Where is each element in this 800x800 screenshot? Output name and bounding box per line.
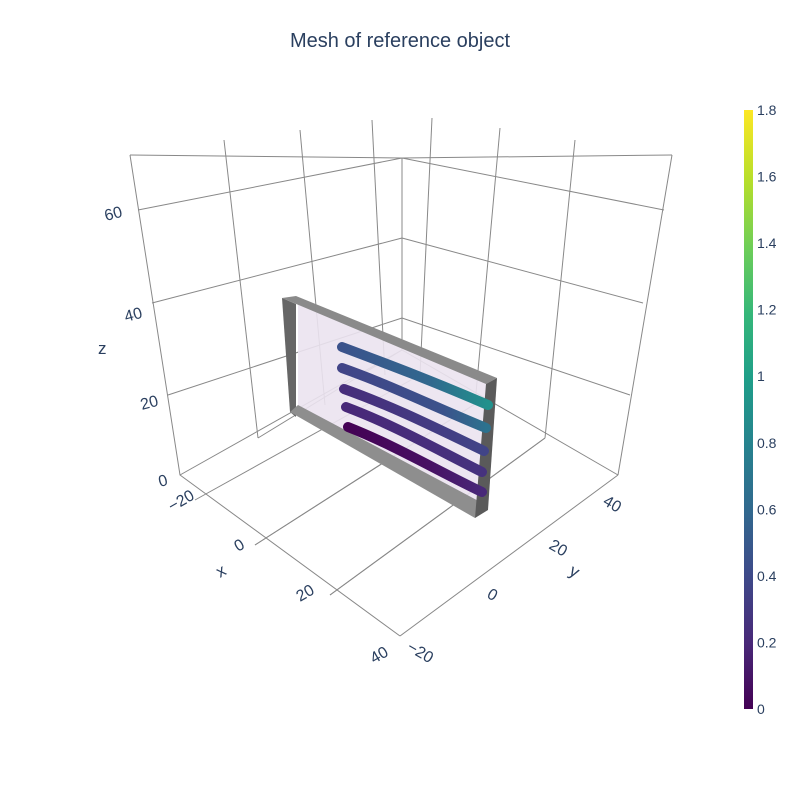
colorbar-tick-label: 1.8 xyxy=(757,102,777,118)
plate-bottom-edge xyxy=(290,405,486,518)
colorbar-tick-label: 1.4 xyxy=(757,235,777,251)
colorbar[interactable]: 0 0.2 0.4 0.6 0.8 1 1.2 1.4 1.6 1.8 xyxy=(744,102,777,717)
colorbar-tick-label: 0.8 xyxy=(757,435,777,451)
y-axis-title: y xyxy=(566,561,583,582)
z-tick-label: 60 xyxy=(103,204,125,225)
colorbar-ticks: 0 0.2 0.4 0.6 0.8 1 1.2 1.4 1.6 1.8 xyxy=(757,102,777,717)
tube-1[interactable] xyxy=(337,342,493,410)
chart-title: Mesh of reference object xyxy=(289,30,511,52)
colorbar-tick-label: 0.4 xyxy=(757,568,777,584)
tube-series[interactable] xyxy=(337,342,493,497)
colorbar-tick-label: 1 xyxy=(757,368,765,384)
tube-3[interactable] xyxy=(339,384,489,456)
x-axis-ticks: −20 0 20 40 x xyxy=(166,487,392,667)
colorbar-tick-label: 0 xyxy=(757,701,765,717)
tube-5[interactable] xyxy=(343,422,487,497)
colorbar-tick-label: 0.6 xyxy=(757,501,777,517)
plate-face xyxy=(298,300,492,505)
plate-top-edge xyxy=(282,296,497,384)
grid-lines xyxy=(129,117,673,637)
y-axis-ticks: −20 0 20 40 y xyxy=(404,493,624,667)
y-tick-label: 40 xyxy=(600,493,624,517)
colorbar-tick-label: 0.2 xyxy=(757,634,777,650)
x-tick-label: −20 xyxy=(166,487,198,515)
y-tick-label: 0 xyxy=(484,586,500,605)
plate-left-edge xyxy=(282,298,296,417)
y-tick-label: 20 xyxy=(546,537,570,561)
x-tick-label: 20 xyxy=(294,582,318,606)
x-tick-label: 0 xyxy=(232,536,248,555)
colorbar-gradient xyxy=(744,110,753,709)
z-tick-label: 0 xyxy=(157,472,170,491)
x-axis-title: x xyxy=(213,561,230,582)
x-tick-label: 40 xyxy=(368,644,392,668)
z-axis-ticks: 0 20 40 60 z xyxy=(98,204,170,491)
colorbar-tick-label: 1.6 xyxy=(757,169,777,185)
tube-4[interactable] xyxy=(341,402,487,477)
y-tick-label: −20 xyxy=(404,639,436,667)
z-tick-label: 40 xyxy=(123,305,145,326)
tube-2[interactable] xyxy=(337,363,491,433)
colorbar-tick-label: 1.2 xyxy=(757,302,777,318)
z-tick-label: 20 xyxy=(139,393,161,414)
z-axis-title: z xyxy=(98,339,107,358)
